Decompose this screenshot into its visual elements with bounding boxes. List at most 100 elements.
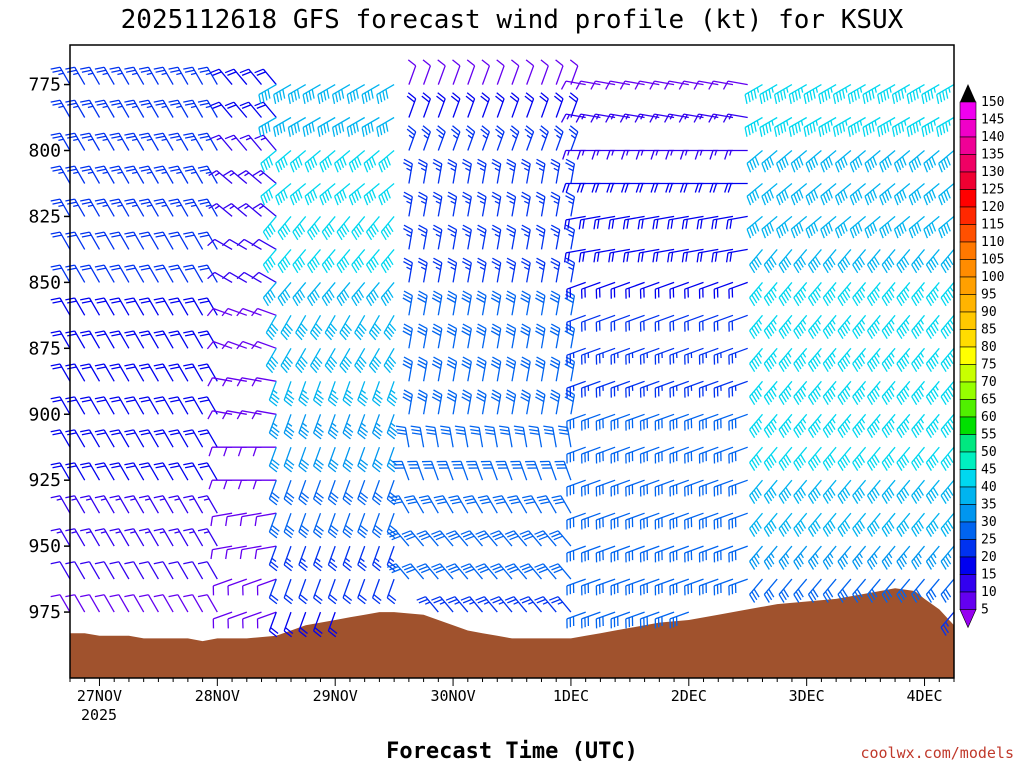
barb-flag	[348, 163, 354, 173]
barb-flag	[296, 259, 303, 268]
barb-flag	[422, 501, 432, 505]
barb-flag	[270, 594, 279, 602]
barb-flag	[343, 495, 353, 503]
barb-flag	[406, 568, 416, 574]
barb-flag	[476, 195, 486, 201]
wind-barb	[595, 446, 616, 464]
barb-flag	[354, 158, 359, 168]
barb-half-flag	[146, 171, 153, 175]
barb-flag	[183, 66, 193, 70]
wind-barb	[476, 224, 487, 250]
barb-flag	[341, 226, 348, 235]
barb-flag	[343, 462, 353, 470]
barb-flag	[80, 99, 90, 103]
barb-flag	[520, 330, 530, 337]
barb-flag	[418, 389, 428, 396]
barb-half-flag	[58, 138, 64, 142]
wind-barb	[465, 92, 476, 118]
wind-barb	[417, 389, 428, 415]
barb-staff	[88, 594, 101, 613]
barb-staff	[530, 495, 543, 514]
barb-flag	[67, 69, 77, 73]
barb-half-flag	[176, 105, 182, 109]
barb-flag	[520, 396, 530, 402]
wind-barb	[595, 611, 616, 629]
barb-flag	[321, 193, 327, 204]
barb-flag	[380, 193, 386, 204]
barb-staff	[639, 80, 660, 86]
barb-flag	[476, 396, 486, 402]
barb-flag	[210, 68, 220, 74]
barb-flag	[593, 219, 597, 230]
barb-flag	[224, 68, 235, 74]
wind-barb	[684, 545, 704, 563]
barb-flag	[637, 219, 641, 230]
barb-flag	[540, 92, 549, 100]
barb-flag	[535, 396, 545, 402]
wind-barb	[258, 116, 277, 137]
barb-flag	[251, 271, 260, 280]
barb-flag	[525, 501, 536, 505]
barb-flag	[565, 257, 575, 264]
barb-flag	[364, 125, 368, 136]
barb-flag	[268, 630, 278, 638]
barb-flag	[256, 104, 266, 110]
barb-flag	[351, 160, 357, 171]
wind-barb	[525, 59, 535, 85]
wind-barb	[80, 594, 101, 613]
barb-flag	[111, 333, 121, 337]
wind-barb	[197, 330, 218, 349]
barb-flag	[109, 561, 120, 565]
barb-staff	[88, 66, 101, 85]
barb-flag	[324, 365, 332, 374]
barb-flag	[321, 264, 328, 274]
barb-flag	[339, 365, 347, 374]
barb-half-flag	[231, 137, 237, 141]
barb-flag	[395, 425, 406, 429]
wind-barb	[206, 340, 233, 350]
barb-flag	[396, 428, 407, 432]
barb-half-flag	[699, 150, 703, 156]
barb-flag	[418, 323, 428, 330]
barb-flag	[312, 156, 318, 166]
barb-flag	[277, 297, 284, 307]
wind-barb	[153, 231, 174, 250]
wind-barb	[595, 545, 616, 563]
wind-barb	[698, 281, 719, 299]
barb-flag	[315, 425, 324, 433]
wind-barb	[312, 545, 323, 572]
barb-flag	[354, 332, 362, 341]
terrain-surface	[70, 588, 954, 678]
barb-flag	[330, 392, 339, 400]
barb-flag	[634, 113, 641, 123]
barb-flag	[538, 535, 549, 541]
barb-flag	[490, 363, 500, 370]
barb-half-flag	[439, 601, 445, 605]
wind-barb	[168, 66, 189, 85]
barb-flag	[168, 462, 179, 466]
wind-barb	[476, 257, 487, 283]
barb-flag	[138, 231, 149, 235]
barb-flag	[370, 259, 377, 268]
barb-flag	[333, 163, 339, 173]
wind-barb	[251, 271, 277, 283]
wind-barb	[357, 414, 369, 440]
barb-flag	[490, 530, 500, 535]
barb-flag	[440, 428, 451, 432]
barb-flag	[283, 531, 293, 539]
barb-flag	[94, 99, 105, 103]
wind-barb	[431, 323, 443, 349]
barb-flag	[356, 156, 362, 166]
wind-barb	[534, 596, 557, 613]
barb-staff	[241, 545, 262, 551]
barb-flag	[111, 69, 121, 73]
barb-flag	[553, 95, 563, 103]
barb-flag	[637, 252, 641, 263]
barb-staff	[437, 65, 446, 85]
wind-barb	[495, 460, 513, 481]
barb-flag	[224, 101, 235, 107]
barb-flag	[94, 495, 105, 499]
barb-flag	[312, 189, 318, 199]
barb-flag	[206, 341, 214, 350]
barb-flag	[197, 264, 208, 268]
